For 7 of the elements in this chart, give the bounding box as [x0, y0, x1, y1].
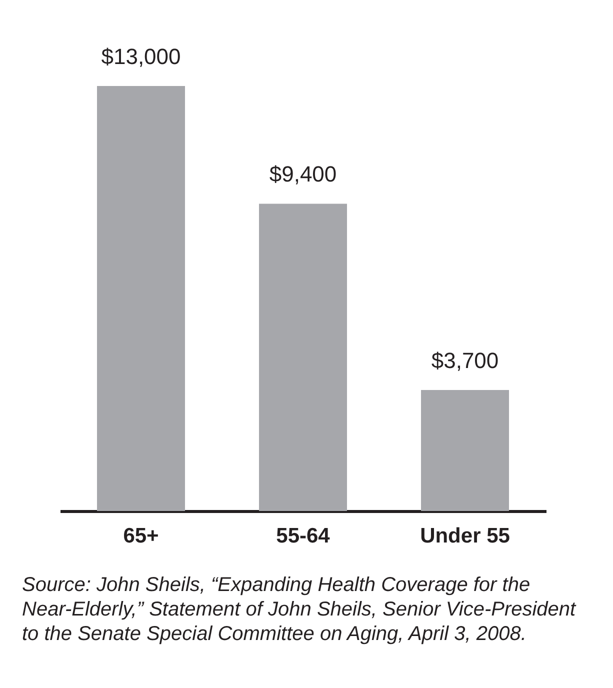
x-tick-label: Under 55 [420, 524, 510, 548]
x-tick-label: 65+ [123, 524, 159, 548]
x-tick-label: 55-64 [276, 524, 330, 548]
data-label: $9,400 [269, 162, 337, 187]
data-label: $13,000 [101, 44, 181, 69]
source-note: Source: John Sheils, “Expanding Health Coverage for the Near-Elderly,” Statement of John Sheils, Senior Vice-President to the Senate Special Committee on Aging, April 3, 2008. [22, 574, 578, 645]
data-label: $3,700 [431, 348, 499, 374]
